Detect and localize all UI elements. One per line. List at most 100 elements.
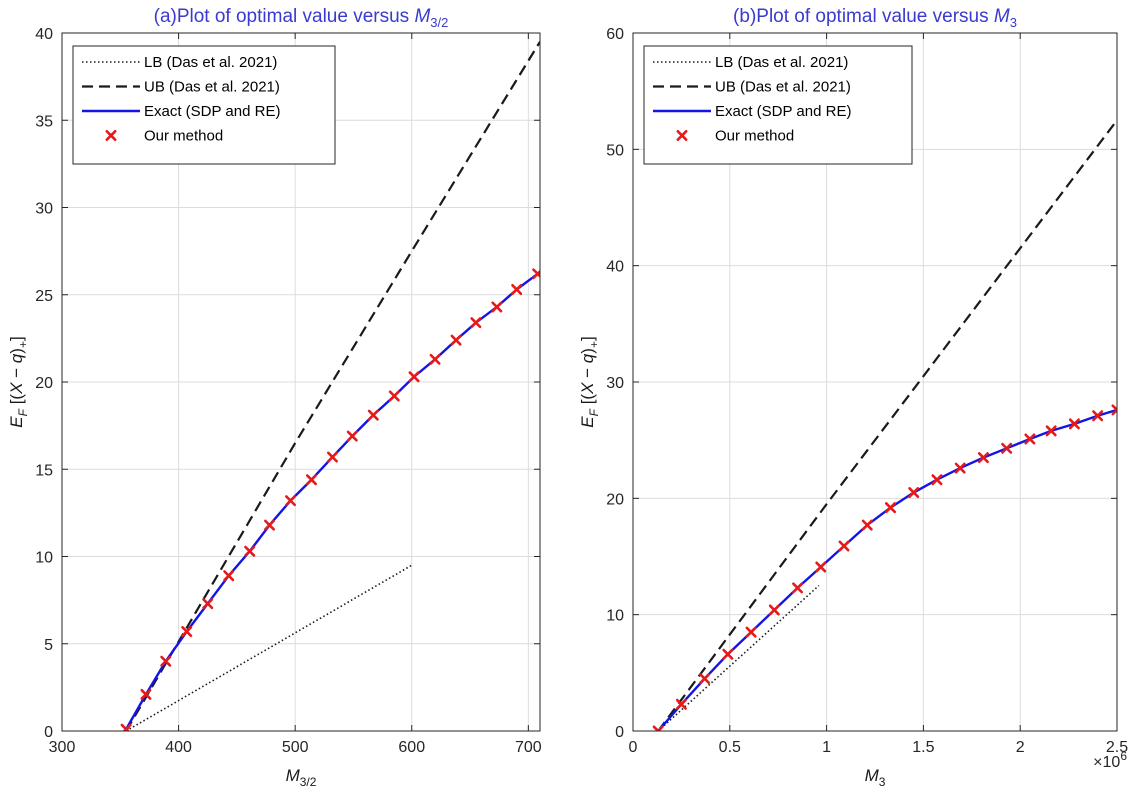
y-tick-label: 0 [615,724,624,741]
title-prefix: (a)Plot of optimal value versus [154,6,415,27]
our-method-marker [1111,404,1117,416]
x-exponent-power: 6 [1120,749,1127,763]
y-tick-label: 40 [606,259,624,276]
legend-label: LB (Das et al. 2021) [144,54,277,71]
y-axis-label: EF [(X − q)+] [7,336,30,427]
y-tick-label: 50 [606,142,624,159]
our-method-marker [244,545,256,557]
y-tick-label: 0 [44,724,53,741]
x-label-symbol: M [865,766,880,785]
y-tick-label: 20 [606,491,624,508]
y-tick-label: 40 [35,26,53,43]
y-axis-label: EF [(X − q)+] [578,336,601,427]
x-tick-label: 700 [515,739,542,756]
axes-box [61,32,541,732]
x-tick-label: 2 [1016,739,1025,756]
chart-title: (a)Plot of optimal value versus M3/2 [154,6,449,30]
y-label-bracket: ] [578,336,597,341]
legend-marker-our-method [676,130,688,141]
our-method-marker [326,451,338,463]
axes-box [632,32,1118,732]
ub-line [657,119,1117,731]
y-label-close: ) [7,348,26,354]
y-label-plus: + [16,341,30,348]
title-subscript: 3/2 [430,15,448,30]
our-method-marker [202,598,214,610]
title-symbol: M [414,6,430,27]
x-label-symbol: M [286,766,301,785]
our-method-marker [181,626,193,638]
our-method-marker [861,519,873,531]
lb-line [125,564,413,731]
our-method-marker [838,540,850,552]
x-tick-label: 400 [165,739,192,756]
our-method-marker [223,570,235,582]
legend-box [72,45,336,165]
our-method-marker [722,648,734,660]
our-method-marker [675,698,687,710]
x-tick-label: 600 [398,739,425,756]
y-label-q: q [578,353,597,363]
y-label-sub: F [587,408,601,416]
title-prefix: (b)Plot of optimal value versus [733,6,994,27]
our-method-marker [1024,433,1036,445]
legend-label: UB (Das et al. 2021) [144,79,280,96]
our-method-marker [408,371,420,383]
our-method-marker [120,723,132,731]
our-method-marker [652,725,664,731]
x-label-subscript: 3/2 [300,775,317,789]
our-method-marker [699,673,711,685]
x-tick-label: 300 [49,739,76,756]
data-layer [120,41,540,731]
y-tick-label: 30 [35,201,53,218]
legend-label: Our method [144,128,223,145]
our-method-marker [450,334,462,346]
panel-b: 0 0.5 1 1.5 2 2.5 0 10 20 30 40 50 60 ×106 LB (Das et … [578,6,1128,789]
y-label-open: [( [578,394,597,409]
title-symbol: M [994,6,1010,27]
our-method-marker [511,284,523,296]
y-label-bracket: ] [7,336,26,341]
y-tick-label: 25 [35,288,53,305]
our-method-marker [532,268,540,280]
our-method-marker [1045,425,1057,437]
our-method-marker [1092,410,1104,422]
chart-title: (b)Plot of optimal value versus M3 [733,6,1017,30]
legend: LB (Das et al. 2021) UB (Das et al. 2021)… [72,45,336,165]
our-method-marker [977,452,989,464]
our-method-marker [931,474,943,486]
our-method-marker [1001,442,1013,454]
our-method-marker [264,519,276,531]
y-tick-label: 60 [606,26,624,43]
legend-label: Exact (SDP and RE) [144,103,280,120]
legend-label: Our method [715,128,794,145]
y-tick-label: 5 [44,637,53,654]
y-tick-label: 35 [35,113,53,130]
legend: LB (Das et al. 2021) UB (Das et al. 2021)… [643,45,913,165]
our-method-marker [346,430,358,442]
y-label-minus: − [578,363,597,382]
y-tick-label: 15 [35,462,53,479]
y-tick-label: 10 [606,608,624,625]
x-label-subscript: 3 [879,775,886,789]
legend-label: UB (Das et al. 2021) [715,79,851,96]
x-tick-label: 2.5 [1106,739,1128,756]
our-method-marker [160,655,172,667]
data-layer [652,119,1117,731]
y-label-sub: F [16,408,30,416]
x-tick-label: 500 [282,739,309,756]
our-method-marker [470,317,482,329]
x-tick-label: 1 [822,739,831,756]
y-label-open: [( [7,394,26,409]
y-tick-label: 30 [606,375,624,392]
y-label-x: X [7,382,26,395]
our-method-marker [954,462,966,474]
our-method-marker [491,301,503,313]
x-tick-label: 1.5 [912,739,934,756]
y-label-e: E [578,416,597,428]
our-method-marker [305,474,317,486]
our-method-marker [884,502,896,514]
y-tick-label: 20 [35,375,53,392]
x-tick-label: 0.5 [719,739,741,756]
